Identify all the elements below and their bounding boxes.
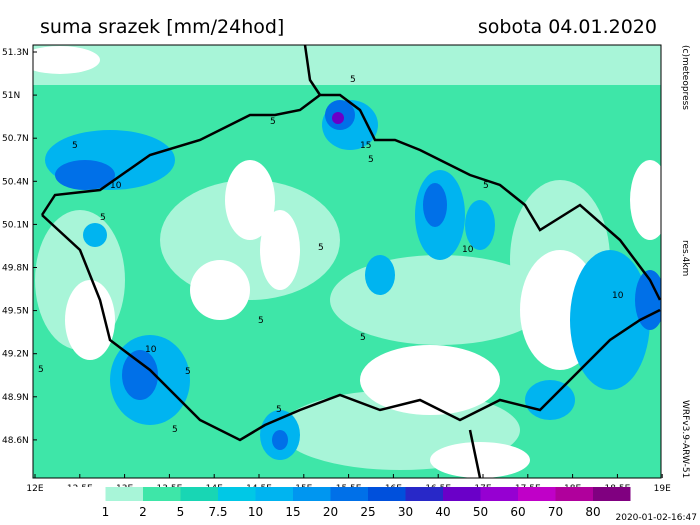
- contour-label: 15: [360, 141, 371, 151]
- legend-label: 1: [102, 505, 110, 519]
- legend-label: 15: [285, 505, 300, 519]
- legend-swatch: [68, 487, 106, 501]
- lat-label: 48.6N: [2, 436, 29, 446]
- legend-label: 2: [139, 505, 147, 519]
- legend-label: 80: [585, 505, 600, 519]
- lat-label: 51N: [2, 91, 20, 101]
- contour-label: 5: [185, 367, 191, 377]
- lat-label: 48.9N: [2, 393, 29, 403]
- lon-label: 19E: [654, 484, 671, 494]
- lat-label: 49.8N: [2, 264, 29, 274]
- lat-label: 50.7N: [2, 134, 29, 144]
- legend-swatch: [593, 487, 631, 501]
- contour-label: 5: [270, 117, 276, 127]
- legend-swatch: [443, 487, 481, 501]
- legend-swatch: [518, 487, 556, 501]
- copyright: (c)meteopress: [680, 45, 690, 110]
- contour-label: 5: [72, 141, 78, 151]
- legend-swatch: [368, 487, 406, 501]
- legend-label: 10: [248, 505, 263, 519]
- legend-label: 7.5: [208, 505, 227, 519]
- contour-label: 5: [350, 75, 356, 85]
- contour-label: 5: [483, 181, 489, 191]
- map-frame: [32, 44, 662, 479]
- legend-swatch: [255, 487, 293, 501]
- resolution: res.4km: [680, 240, 690, 276]
- contour-label: 5: [318, 243, 324, 253]
- legend-label: 70: [548, 505, 563, 519]
- lon-label: 12E: [26, 484, 43, 494]
- precip-field: [33, 45, 661, 478]
- contour-label: 5: [38, 365, 44, 375]
- legend-label: 50: [473, 505, 488, 519]
- legend-swatch: [105, 487, 143, 501]
- contour-label: 10: [612, 291, 624, 301]
- legend-swatch: [330, 487, 368, 501]
- contour-label: 5: [276, 405, 282, 415]
- legend-swatch: [555, 487, 593, 501]
- timestamp: 2020-01-02-16:47: [616, 513, 698, 523]
- legend-swatch: [405, 487, 443, 501]
- contour-label: 10: [462, 245, 474, 255]
- legend-label: 40: [435, 505, 450, 519]
- contour-label: 10: [145, 345, 157, 355]
- contour-label: 5: [100, 213, 106, 223]
- contour-label: 5: [360, 333, 366, 343]
- contour-label: 5: [172, 425, 178, 435]
- map-date: sobota 04.01.2020: [478, 16, 657, 38]
- legend-swatch: [218, 487, 256, 501]
- legend-label: 20: [323, 505, 338, 519]
- lat-label: 49.2N: [2, 350, 29, 360]
- lat-label: 51.3N: [2, 48, 29, 58]
- legend-swatch: [143, 487, 181, 501]
- lat-label: 50.1N: [2, 220, 29, 230]
- legend-swatch: [480, 487, 518, 501]
- lat-label: 50.4N: [2, 177, 29, 187]
- legend-label: 5: [177, 505, 185, 519]
- legend-label: 30: [398, 505, 413, 519]
- map-title: suma srazek [mm/24hod]: [40, 16, 284, 38]
- contour-label: 5: [258, 316, 264, 326]
- contour-label: 5: [368, 155, 374, 165]
- legend-label: 60: [510, 505, 525, 519]
- model-name: WRFv3.9-ARW-51: [680, 400, 690, 478]
- legend-swatch: [293, 487, 331, 501]
- legend-swatch: [180, 487, 218, 501]
- contour-label: 10: [110, 181, 122, 191]
- legend-label: 25: [360, 505, 375, 519]
- lat-label: 49.5N: [2, 307, 29, 317]
